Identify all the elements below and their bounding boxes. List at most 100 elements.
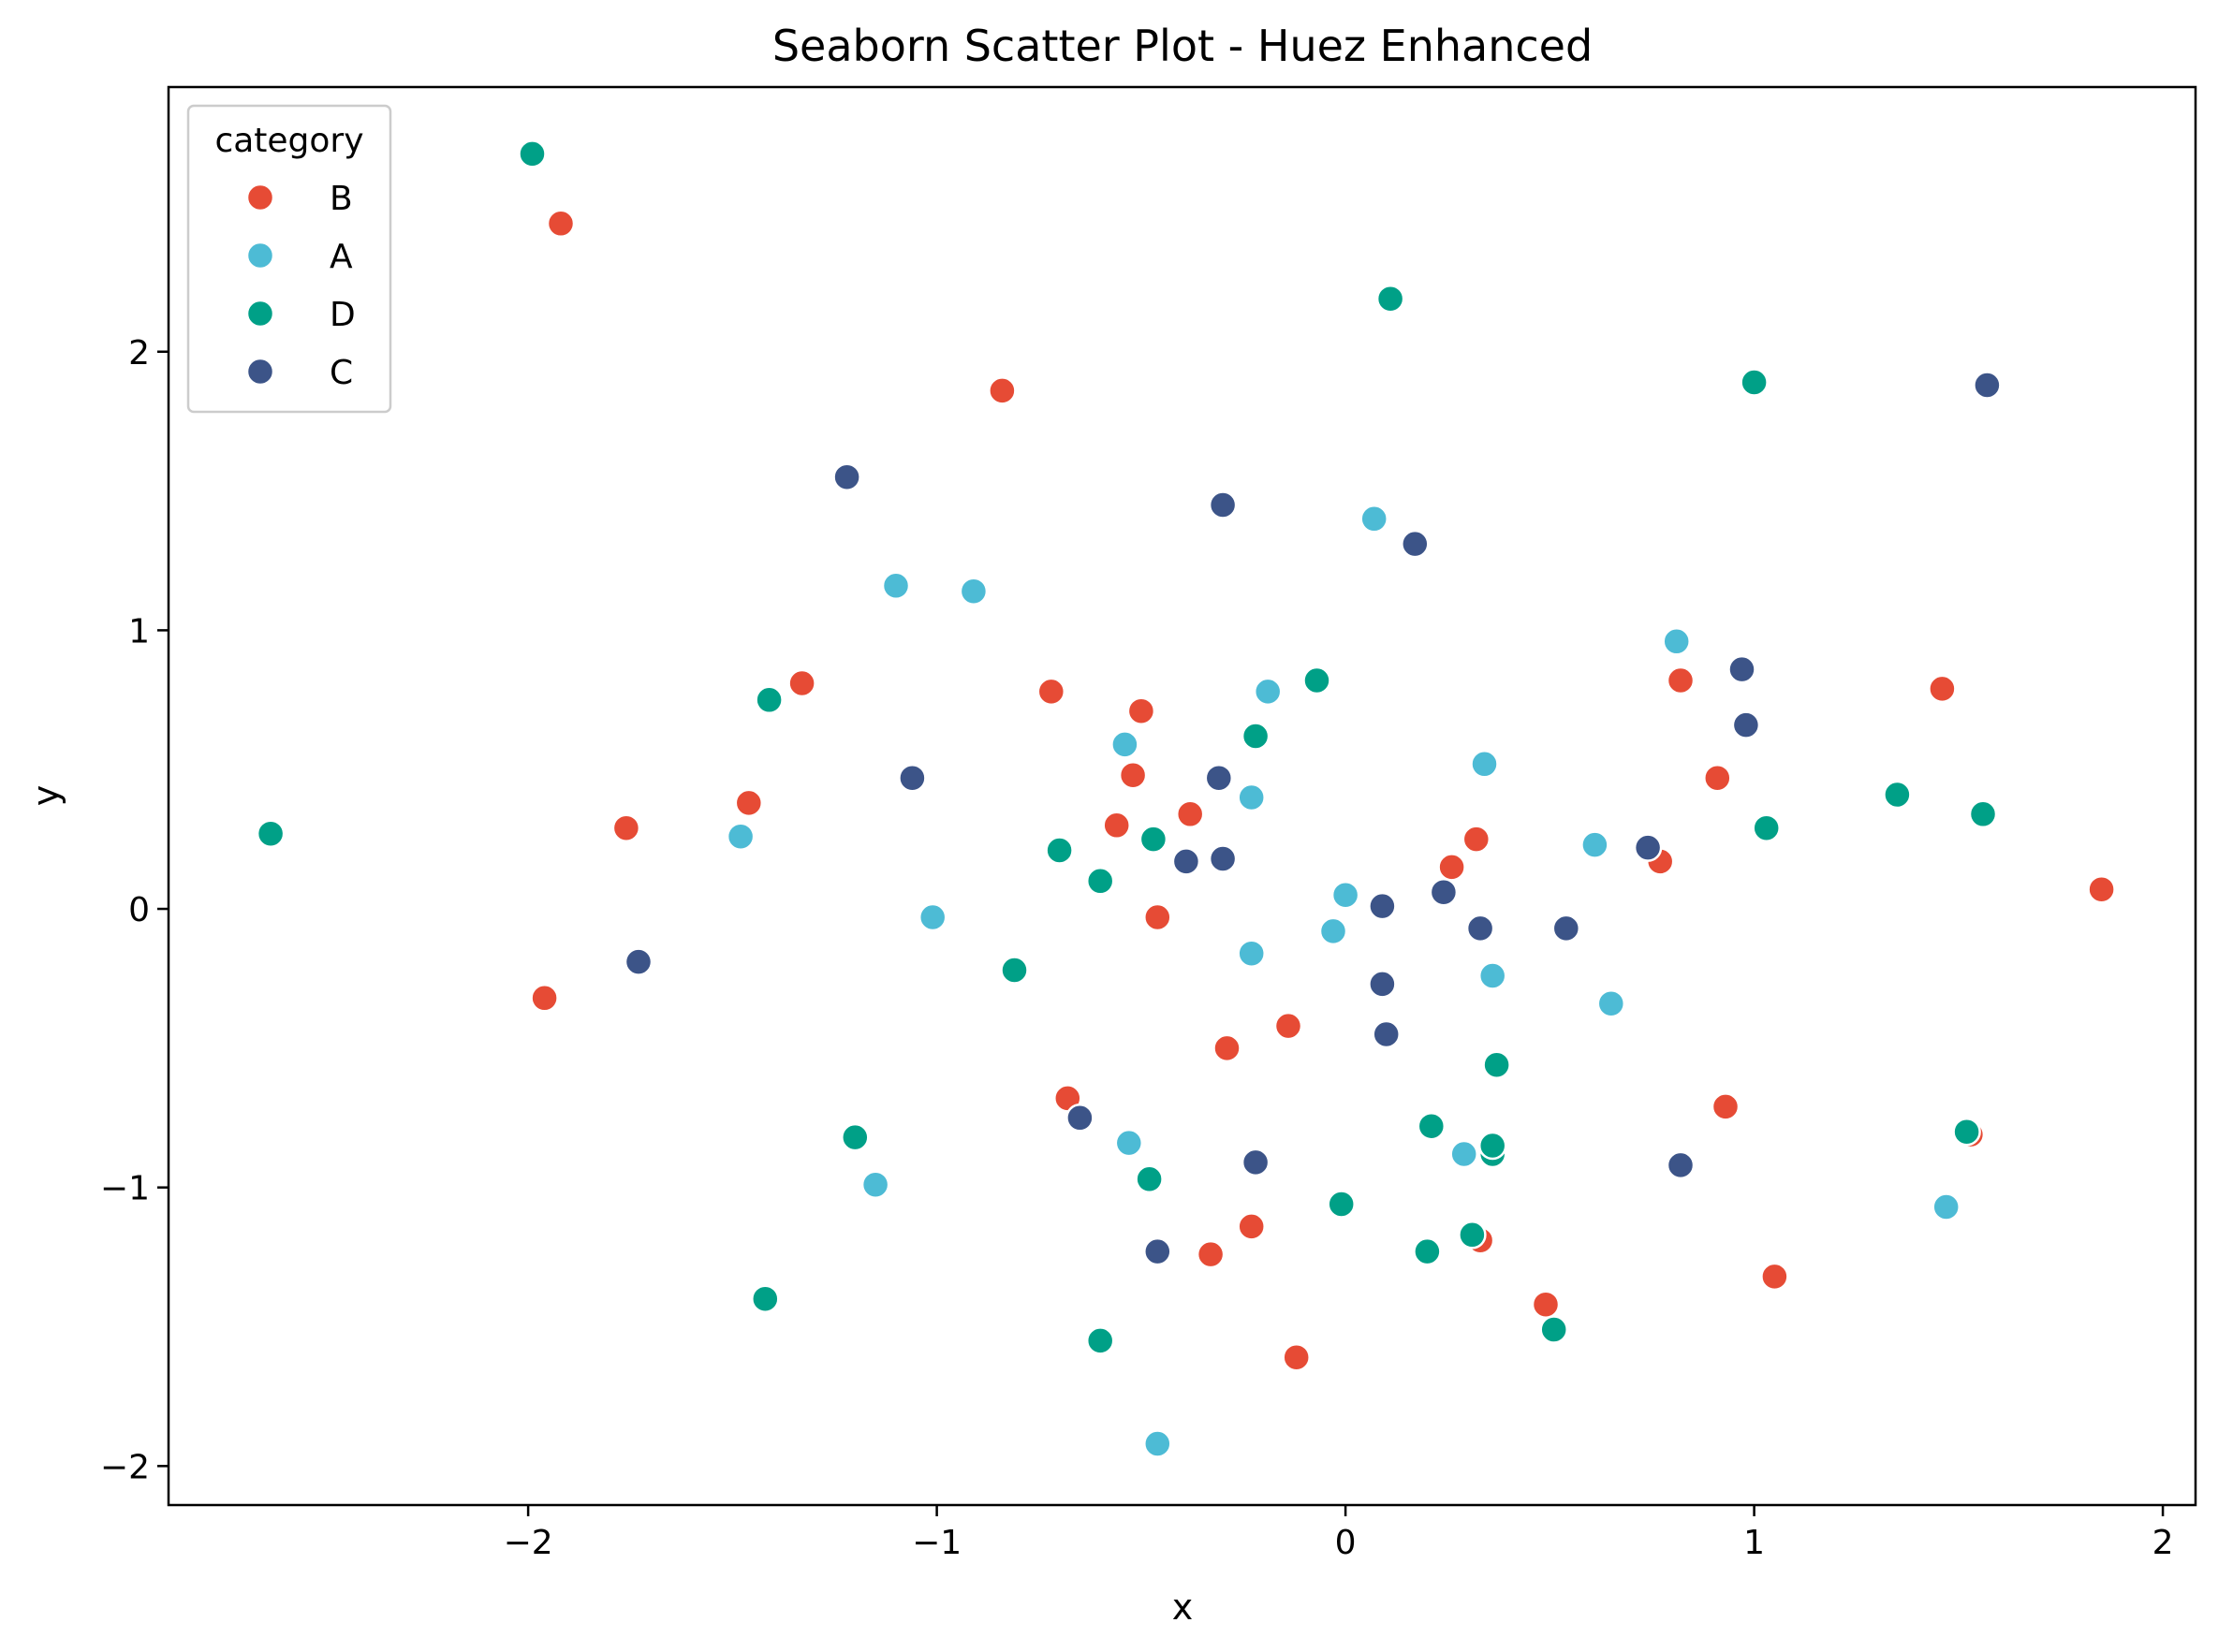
data-point <box>881 571 911 601</box>
data-point <box>1633 833 1663 862</box>
data-point <box>1330 880 1360 910</box>
data-point <box>1429 877 1459 907</box>
data-point <box>755 685 784 715</box>
series-D <box>256 139 1998 1355</box>
data-point <box>1212 1033 1241 1063</box>
data-point <box>1752 813 1781 842</box>
data-point <box>898 763 927 793</box>
data-point <box>1666 665 1696 695</box>
data-point <box>518 139 547 168</box>
data-point <box>1462 825 1491 854</box>
data-point <box>1241 1148 1271 1177</box>
data-point <box>1477 1131 1507 1161</box>
data-point <box>1000 956 1029 985</box>
legend-label-A: A <box>330 238 353 276</box>
series-B <box>530 209 2116 1372</box>
plot-frame <box>167 85 2197 1507</box>
data-point <box>1482 1050 1511 1079</box>
data-point <box>1253 677 1283 707</box>
data-point <box>1711 1092 1741 1121</box>
x-tick-label: 2 <box>2152 1524 2174 1562</box>
data-point <box>1110 730 1139 759</box>
data-point <box>1143 1429 1172 1458</box>
plot-area <box>256 139 2116 1458</box>
data-point <box>256 819 286 848</box>
x-tick-label: 0 <box>1335 1524 1357 1562</box>
data-point <box>1401 529 1430 559</box>
data-point <box>988 376 1017 405</box>
y-tick-label: 0 <box>128 891 150 929</box>
data-point <box>1085 1326 1115 1355</box>
data-point <box>734 788 764 818</box>
data-point <box>1114 1128 1144 1158</box>
legend-label-B: B <box>330 180 353 218</box>
data-point <box>1204 763 1234 793</box>
data-point <box>1531 1290 1561 1319</box>
data-point <box>1302 665 1331 695</box>
data-point <box>1135 1164 1164 1194</box>
legend-marker-C <box>245 357 275 387</box>
data-point <box>1596 988 1626 1018</box>
data-point <box>787 668 816 698</box>
data-point <box>1126 696 1156 725</box>
data-point <box>1065 1104 1094 1133</box>
data-point <box>1273 1011 1303 1041</box>
data-point <box>1237 939 1266 968</box>
data-point <box>1208 844 1238 873</box>
data-point <box>1928 674 1957 704</box>
data-point <box>530 984 559 1013</box>
data-point <box>860 1170 890 1199</box>
legend-box <box>186 104 392 414</box>
data-point <box>1375 284 1405 314</box>
data-point <box>1237 1212 1266 1241</box>
data-point <box>611 813 641 842</box>
data-point <box>1760 1262 1789 1292</box>
data-point <box>1282 1342 1311 1372</box>
data-point <box>1731 710 1761 739</box>
data-point <box>1973 371 2002 400</box>
data-point <box>1143 1236 1172 1266</box>
data-point <box>751 1284 780 1313</box>
data-point <box>1085 867 1115 896</box>
data-point <box>1327 1190 1356 1219</box>
data-point <box>2087 874 2116 904</box>
data-point <box>624 947 654 976</box>
data-point <box>1036 677 1066 707</box>
data-point <box>1662 627 1691 656</box>
series-A <box>726 504 1961 1458</box>
data-point <box>1241 722 1271 751</box>
data-point <box>1465 914 1495 943</box>
data-point <box>1208 490 1238 519</box>
data-point <box>1458 1221 1487 1250</box>
data-point <box>1952 1117 1981 1147</box>
data-point <box>1539 1315 1568 1344</box>
series-C <box>624 371 2002 1266</box>
data-point <box>1237 782 1266 812</box>
legend-marker-A <box>245 241 275 270</box>
x-axis: −2 −1 0 1 2 <box>504 1505 2174 1562</box>
data-point <box>1118 760 1148 790</box>
data-point <box>1437 853 1466 882</box>
y-tick-label: −2 <box>100 1448 150 1486</box>
x-tick-label: −1 <box>912 1524 962 1562</box>
data-point <box>546 209 576 239</box>
x-axis-label: x <box>1172 1586 1194 1628</box>
data-point <box>1666 1150 1696 1180</box>
data-point <box>841 1122 870 1152</box>
data-point <box>918 902 947 932</box>
legend-title: category <box>214 122 363 160</box>
data-point <box>1477 961 1507 990</box>
chart-title: Seaborn Scatter Plot - Huez Enhanced <box>772 21 1593 71</box>
data-point <box>1551 914 1581 943</box>
data-point <box>1045 836 1074 865</box>
data-point <box>1138 825 1168 854</box>
data-point <box>1372 1019 1401 1049</box>
data-point <box>1703 763 1732 793</box>
data-point <box>1143 902 1172 932</box>
data-point <box>726 822 756 851</box>
data-point <box>832 462 861 491</box>
data-point <box>1417 1111 1447 1141</box>
data-point <box>1368 970 1397 999</box>
legend-label-D: D <box>330 296 356 334</box>
